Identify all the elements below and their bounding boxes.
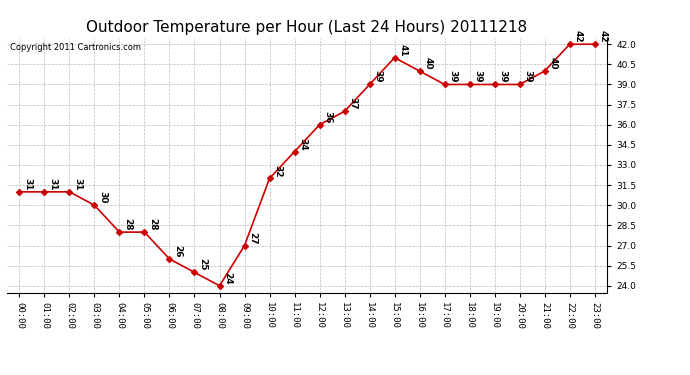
Text: 39: 39 xyxy=(374,70,383,83)
Text: Copyright 2011 Cartronics.com: Copyright 2011 Cartronics.com xyxy=(10,43,141,52)
Text: 31: 31 xyxy=(74,178,83,190)
Text: 28: 28 xyxy=(124,218,132,231)
Text: 31: 31 xyxy=(48,178,57,190)
Text: 26: 26 xyxy=(174,245,183,258)
Text: 42: 42 xyxy=(599,30,608,43)
Text: 39: 39 xyxy=(524,70,533,83)
Text: 39: 39 xyxy=(499,70,508,83)
Text: 24: 24 xyxy=(224,272,233,284)
Text: 27: 27 xyxy=(248,231,257,244)
Title: Outdoor Temperature per Hour (Last 24 Hours) 20111218: Outdoor Temperature per Hour (Last 24 Ho… xyxy=(86,20,528,35)
Text: 39: 39 xyxy=(448,70,457,83)
Text: 31: 31 xyxy=(23,178,32,190)
Text: 34: 34 xyxy=(299,138,308,150)
Text: 28: 28 xyxy=(148,218,157,231)
Text: 25: 25 xyxy=(199,258,208,271)
Text: 41: 41 xyxy=(399,44,408,56)
Text: 39: 39 xyxy=(474,70,483,83)
Text: 42: 42 xyxy=(574,30,583,43)
Text: 32: 32 xyxy=(274,165,283,177)
Text: 36: 36 xyxy=(324,111,333,123)
Text: 40: 40 xyxy=(549,57,558,70)
Text: 30: 30 xyxy=(99,192,108,204)
Text: 40: 40 xyxy=(424,57,433,70)
Text: 37: 37 xyxy=(348,97,357,110)
